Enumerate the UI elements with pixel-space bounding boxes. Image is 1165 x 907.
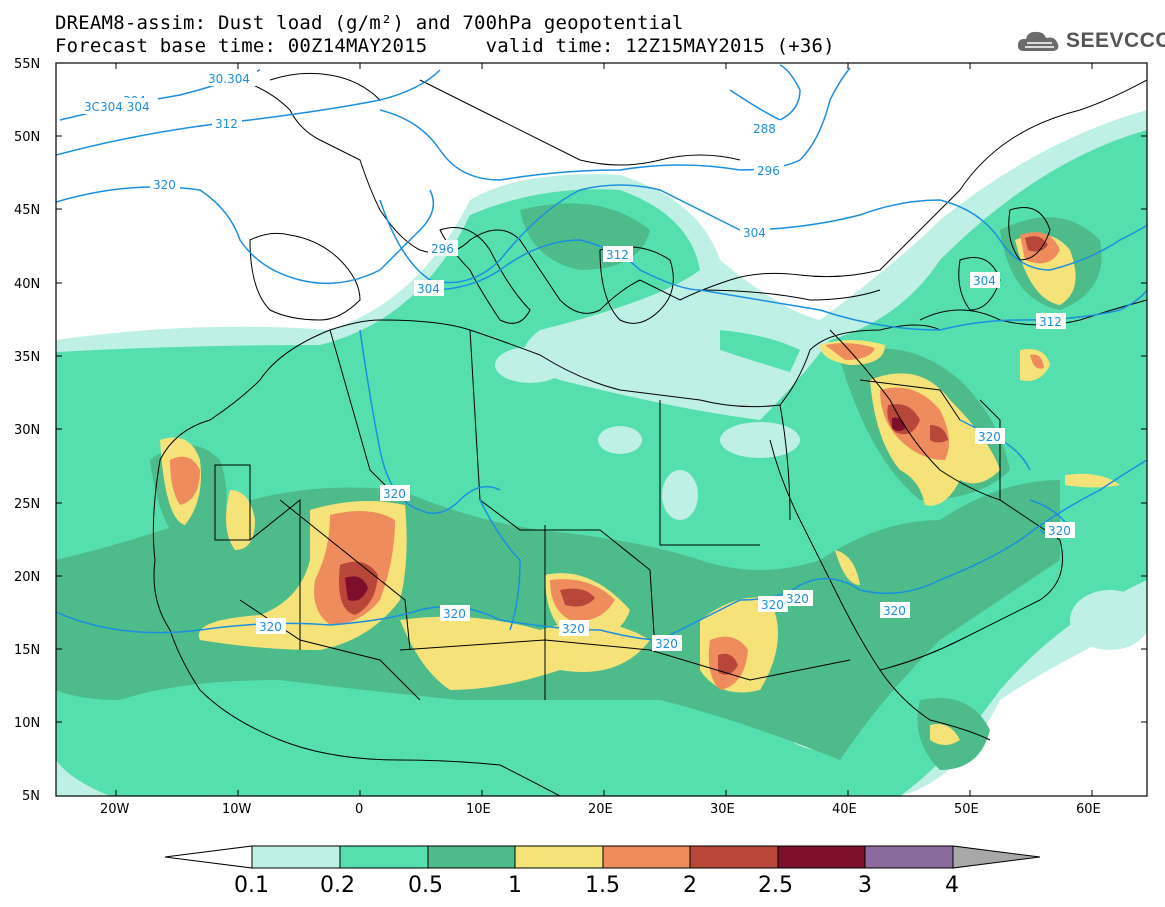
svg-text:288: 288 xyxy=(753,122,776,136)
lon-label: 0 xyxy=(355,802,363,817)
svg-text:3C304 304: 3C304 304 xyxy=(84,100,150,114)
contour-label: 304 xyxy=(740,224,770,240)
lon-label: 20W xyxy=(100,802,130,817)
longitude-axis: 20W 10W 0 10E 20E 30E 40E 50E 60E xyxy=(100,63,1101,817)
svg-text:320: 320 xyxy=(761,598,784,612)
colorbar-lower-arrow xyxy=(164,845,253,869)
contour-labels: 288 296 296 304 304 304 xyxy=(80,70,1075,651)
contour-label: 320 xyxy=(380,485,410,501)
colorbar-segment xyxy=(602,845,691,869)
map-title-line2: Forecast base time: 00Z14MAY2015 valid t… xyxy=(55,35,835,57)
lat-label: 55N xyxy=(14,57,40,72)
lat-label: 50N xyxy=(14,130,40,145)
colorbar-label: 2.5 xyxy=(758,873,793,898)
contour-label: 320 xyxy=(652,635,682,651)
svg-text:320: 320 xyxy=(1048,524,1071,538)
colorbar: 0.1 0.2 0.5 1 1.5 2 2.5 3 4 xyxy=(164,845,1041,898)
contour-label: 304 xyxy=(414,280,444,296)
lat-label: 10N xyxy=(14,716,40,731)
lon-label: 30E xyxy=(710,802,735,817)
svg-text:320: 320 xyxy=(978,430,1001,444)
colorbar-segment xyxy=(339,845,429,869)
lat-label: 5N xyxy=(22,789,40,804)
contour-label: 312 xyxy=(212,115,242,131)
contour-label: 320 xyxy=(975,428,1005,444)
svg-text:320: 320 xyxy=(562,622,585,636)
colorbar-segment xyxy=(864,845,954,869)
colorbar-label: 0.2 xyxy=(320,873,355,898)
lat-label: 45N xyxy=(14,203,40,218)
colorbar-label: 0.5 xyxy=(408,873,443,898)
svg-text:312: 312 xyxy=(215,117,238,131)
colorbar-upper-arrow xyxy=(952,845,1041,869)
contour-label: 320 xyxy=(1045,522,1075,538)
contour-label: 320 xyxy=(440,605,470,621)
svg-text:30.304: 30.304 xyxy=(208,72,250,86)
colorbar-segment xyxy=(251,845,341,869)
colorbar-label: 1.5 xyxy=(585,873,620,898)
latitude-axis: 55N 50N 45N 40N 35N 30N 25N 20N 15N 10N … xyxy=(14,57,1147,804)
svg-text:304: 304 xyxy=(417,282,440,296)
map-area: 288 296 296 304 304 304 xyxy=(56,63,1147,796)
colorbar-segment xyxy=(514,845,604,869)
colorbar-segment xyxy=(427,845,516,869)
svg-text:312: 312 xyxy=(1039,315,1062,329)
dust-level-2 xyxy=(339,236,1048,675)
svg-text:320: 320 xyxy=(883,604,906,618)
lat-label: 25N xyxy=(14,497,40,512)
cloud-icon xyxy=(1017,31,1059,51)
contour-label: 320 xyxy=(256,618,286,634)
contour-label: 304 xyxy=(970,272,1000,288)
lon-label: 40E xyxy=(832,802,857,817)
lon-label: 20E xyxy=(588,802,613,817)
contour-label: 320 xyxy=(559,620,589,636)
contour-label: 30.304 xyxy=(205,70,257,86)
contour-label: 320 xyxy=(150,176,180,192)
svg-text:296: 296 xyxy=(757,164,780,178)
colorbar-segment xyxy=(777,845,866,869)
svg-text:304: 304 xyxy=(973,274,996,288)
contour-label: 312 xyxy=(603,246,633,262)
lon-label: 10E xyxy=(466,802,491,817)
svg-text:320: 320 xyxy=(443,607,466,621)
country-borders xyxy=(152,299,1147,796)
lon-label: 60E xyxy=(1076,802,1101,817)
lat-label: 20N xyxy=(14,570,40,585)
contour-label: 312 xyxy=(1036,313,1066,329)
contour-label: 296 xyxy=(754,162,784,178)
svg-text:320: 320 xyxy=(655,637,678,651)
lat-label: 15N xyxy=(14,643,40,658)
lon-label: 10W xyxy=(222,802,252,817)
lon-label: 50E xyxy=(954,802,979,817)
svg-text:296: 296 xyxy=(431,242,454,256)
colorbar-label: 4 xyxy=(945,873,959,898)
svg-text:320: 320 xyxy=(383,487,406,501)
svg-text:320: 320 xyxy=(259,620,282,634)
contour-label: 320 xyxy=(758,596,788,612)
contour-label: 3C304 304 xyxy=(80,98,158,114)
seevccc-logo: SEEVCCC xyxy=(1016,26,1165,56)
lat-label: 40N xyxy=(14,277,40,292)
dust-level-2.5 xyxy=(345,417,906,601)
colorbar-segment xyxy=(689,845,779,869)
svg-text:304: 304 xyxy=(743,226,766,240)
map-title-line1: DREAM8-assim: Dust load (g/m²) and 700hP… xyxy=(55,12,684,34)
contour-label: 288 xyxy=(750,120,780,136)
lat-label: 35N xyxy=(14,350,40,365)
europe-coastlines xyxy=(239,72,1147,324)
svg-text:320: 320 xyxy=(786,592,809,606)
contour-label: 320 xyxy=(783,590,813,606)
contour-label: 296 xyxy=(428,240,458,256)
logo-text: SEEVCCC xyxy=(1066,29,1165,52)
svg-text:312: 312 xyxy=(606,248,629,262)
contour-label: 320 xyxy=(880,602,910,618)
lat-label: 30N xyxy=(14,423,40,438)
colorbar-label: 0.1 xyxy=(234,873,269,898)
svg-text:320: 320 xyxy=(153,178,176,192)
colorbar-label: 2 xyxy=(683,873,697,898)
colorbar-label: 3 xyxy=(858,873,872,898)
colorbar-label: 1 xyxy=(508,873,522,898)
